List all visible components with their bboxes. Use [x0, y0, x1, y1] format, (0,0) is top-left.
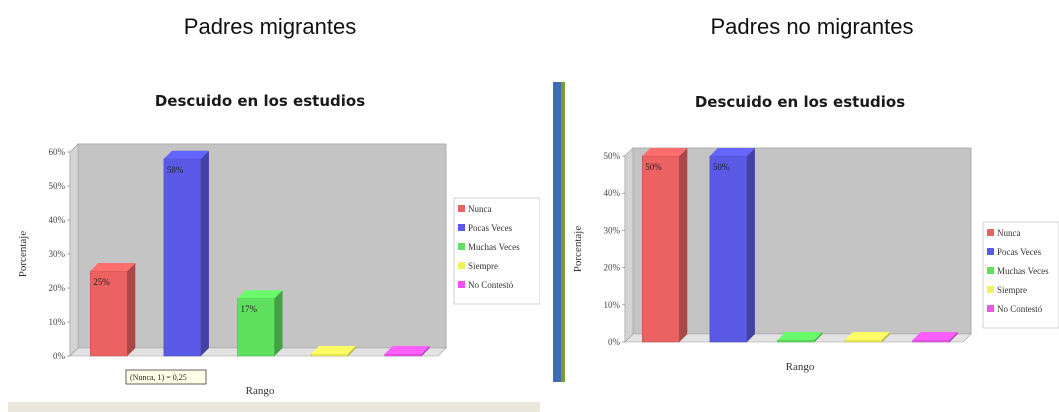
- legend-entry: Pocas Veces: [468, 223, 513, 233]
- bar-pocas-veces: [163, 150, 209, 357]
- legend-swatch: [987, 305, 994, 312]
- legend-swatch: [458, 281, 465, 288]
- legend-swatch: [987, 248, 994, 255]
- bar-siempre: [310, 346, 357, 357]
- bar-data-label: 58%: [167, 165, 184, 175]
- bar-no-contest-: [384, 346, 430, 357]
- legend-swatch: [458, 243, 465, 250]
- right-column-title: Padres no migrantes: [710, 14, 914, 39]
- y-tick-label: 40%: [49, 215, 66, 225]
- y-tick-label: 10%: [604, 300, 621, 310]
- bar-data-label: 25%: [93, 277, 110, 287]
- y-axis-label: Porcentaje: [17, 231, 29, 278]
- legend: Nunca Pocas Veces Muchas Veces Siempre No Co…: [982, 221, 1059, 329]
- y-tick-label: 0%: [608, 337, 621, 347]
- left-chart-panel: Descuido en los estudios 0% 10% 20% 30% 40% 50…: [8, 82, 540, 412]
- y-tick-label: 50%: [604, 151, 621, 161]
- y-tick-label: 20%: [49, 283, 66, 293]
- window-edge-strip-inner: [561, 82, 565, 382]
- tooltip-text: (Nunca, 1) = 0,25: [130, 373, 187, 382]
- right-chart-panel: Descuido en los estudios 0% 10% 20% 30% 40% 50…: [553, 82, 1059, 382]
- legend-entry: No Contestó: [468, 280, 514, 290]
- legend-entry: Nunca: [468, 204, 492, 214]
- y-axis-label: Porcentaje: [572, 226, 584, 273]
- bar-data-label: 50%: [645, 162, 662, 172]
- panel-bottom-strip: [8, 402, 540, 412]
- window-edge-strip: [553, 82, 561, 382]
- x-axis-label: Rango: [786, 361, 815, 373]
- plot-left-wall: [69, 143, 79, 357]
- left-bar-chart: Descuido en los estudios 0% 10% 20% 30% 40% 50…: [17, 92, 540, 397]
- y-tick-label: 30%: [604, 225, 621, 235]
- y-tick-label: 10%: [49, 317, 66, 327]
- bar-muchas-veces: [237, 290, 283, 357]
- legend-swatch: [458, 224, 465, 231]
- legend-swatch: [458, 205, 465, 212]
- y-tick-label: 0%: [53, 351, 66, 361]
- y-tick-label: 40%: [604, 188, 621, 198]
- legend-entry: No Contestó: [997, 304, 1043, 314]
- bar-nunca: [642, 148, 688, 343]
- bar-no-contest-: [912, 332, 958, 343]
- plot-area: [632, 147, 972, 335]
- bar-muchas-veces: [777, 332, 823, 343]
- legend: Nunca Pocas Veces Muchas Veces Siempre No Co…: [453, 197, 540, 305]
- right-bar-chart: Descuido en los estudios 0% 10% 20% 30% 40% 50…: [572, 93, 1059, 373]
- y-tick-label: 30%: [49, 249, 66, 259]
- y-tick-label: 50%: [49, 181, 66, 191]
- left-column-title: Padres migrantes: [183, 14, 357, 39]
- y-tick-label: 60%: [49, 147, 66, 157]
- y-tick-label: 20%: [604, 263, 621, 273]
- bar-data-label: 17%: [241, 304, 258, 314]
- legend-entry: Pocas Veces: [997, 247, 1042, 257]
- legend-entry: Nunca: [997, 228, 1021, 238]
- legend-entry: Muchas Veces: [468, 242, 520, 252]
- legend-swatch: [987, 229, 994, 236]
- legend-entry: Muchas Veces: [997, 266, 1049, 276]
- chart-title: Descuido en los estudios: [155, 92, 365, 110]
- bar-nunca: [90, 263, 136, 357]
- chart-title: Descuido en los estudios: [695, 93, 905, 111]
- legend-swatch: [987, 286, 994, 293]
- bar-siempre: [844, 332, 891, 343]
- legend-entry: Siempre: [997, 285, 1027, 295]
- bar-data-label: 50%: [713, 162, 730, 172]
- legend-entry: Siempre: [468, 261, 498, 271]
- plot-left-wall: [624, 147, 634, 343]
- legend-swatch: [987, 267, 994, 274]
- legend-swatch: [458, 262, 465, 269]
- x-axis-label: Rango: [246, 385, 275, 397]
- tooltip: (Nunca, 1) = 0,25: [125, 369, 207, 385]
- bar-pocas-veces: [709, 148, 755, 343]
